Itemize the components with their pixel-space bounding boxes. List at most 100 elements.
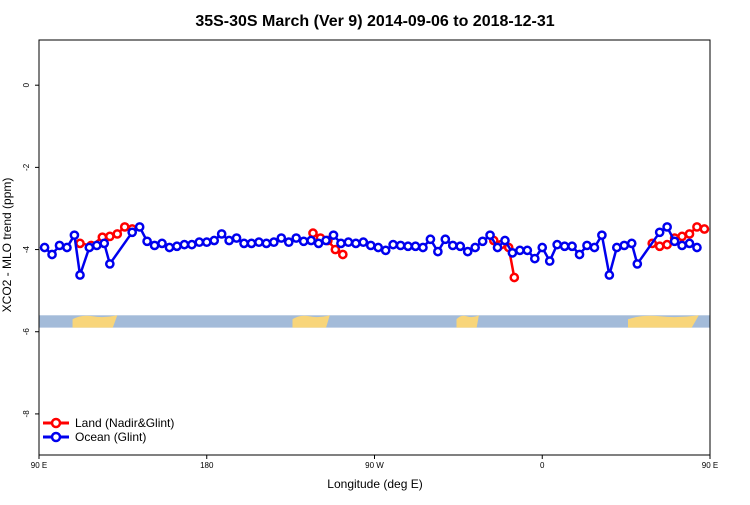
series-group [39, 222, 710, 283]
axes-group: 90 E 180 90 W 0 90 E 0 -2 -4 -6 -8 [22, 82, 718, 470]
legend-ocean-marker [50, 431, 62, 443]
ocean-strip [39, 315, 710, 328]
x-tick-label: 0 [540, 461, 545, 470]
data-point [321, 235, 331, 246]
data-point [261, 238, 272, 249]
legend-ocean-label: Ocean (Glint) [75, 430, 146, 444]
data-point [684, 238, 695, 249]
data-point [662, 239, 672, 250]
data-point [544, 256, 555, 266]
data-point [216, 229, 227, 239]
data-point [403, 241, 413, 252]
x-axis-label: Longitude (deg E) [327, 477, 422, 491]
data-point [358, 237, 369, 248]
data-point [157, 238, 167, 249]
data-point [552, 239, 563, 250]
data-point [380, 245, 391, 256]
data-point [492, 242, 503, 253]
data-point [589, 242, 600, 253]
x-tick-label: 90 E [31, 461, 47, 470]
data-point [440, 234, 451, 245]
data-point [39, 242, 50, 253]
data-point [425, 234, 436, 245]
land-ocean-strip [39, 315, 710, 328]
data-point [684, 229, 695, 239]
data-point [597, 230, 607, 241]
plot-frame [38, 39, 711, 456]
chart-title: 35S-30S March (Ver 9) 2014-09-06 to 2018… [195, 13, 554, 30]
data-point [537, 242, 548, 253]
data-point [447, 240, 458, 251]
data-point [611, 242, 622, 253]
legend: Land (Nadir&Glint) Ocean (Glint) [43, 416, 174, 444]
data-point [582, 240, 592, 251]
data-point [186, 239, 197, 250]
data-point [276, 233, 287, 243]
data-point [269, 237, 279, 248]
data-point [142, 236, 152, 247]
data-point [692, 242, 702, 253]
data-point [677, 231, 687, 242]
data-point [365, 240, 376, 251]
data-point [209, 235, 220, 246]
data-point [604, 270, 615, 280]
land-segment [292, 315, 330, 328]
data-point [164, 242, 175, 253]
data-point [337, 249, 348, 260]
data-point [224, 235, 234, 246]
data-point [75, 238, 85, 249]
data-point [291, 233, 302, 243]
data-point [201, 237, 212, 248]
data-point [515, 245, 525, 256]
land-segment [456, 315, 479, 328]
data-point [677, 240, 687, 251]
data-point [104, 231, 115, 242]
data-point [433, 246, 443, 257]
data-point [692, 222, 702, 232]
series-land [75, 222, 710, 283]
data-point [529, 253, 540, 264]
data-point [239, 238, 249, 249]
data-point [500, 235, 510, 246]
data-point [343, 237, 354, 248]
land-segment [72, 315, 118, 328]
data-point [231, 233, 242, 243]
data-point [669, 236, 680, 247]
data-point [127, 227, 138, 238]
data-point [470, 242, 480, 253]
data-point [626, 238, 637, 249]
data-point [134, 222, 145, 232]
legend-land-marker [50, 417, 62, 429]
x-tick-label: 90 E [702, 461, 718, 470]
data-point [283, 237, 294, 248]
data-point [254, 237, 264, 248]
y-tick-label: 0 [22, 82, 31, 87]
data-point [149, 240, 160, 251]
data-point [172, 241, 182, 252]
data-point [306, 235, 316, 246]
data-point [418, 242, 428, 253]
data-point [62, 242, 72, 253]
data-point [112, 229, 123, 239]
data-point [559, 241, 570, 252]
data-point [328, 230, 339, 241]
data-point [410, 241, 421, 252]
data-point [507, 247, 518, 258]
data-point [567, 241, 577, 252]
data-point [246, 238, 257, 249]
data-point [485, 230, 495, 241]
data-point [69, 230, 80, 241]
data-point [654, 241, 665, 252]
land-segment [627, 315, 699, 328]
series-ocean [39, 222, 702, 280]
data-point [477, 236, 488, 247]
data-point [308, 228, 318, 238]
data-point [373, 242, 384, 253]
data-point [522, 245, 533, 256]
x-tick-label: 180 [200, 461, 214, 470]
data-point [298, 236, 309, 247]
data-point [119, 222, 130, 232]
legend-land-label: Land (Nadir&Glint) [75, 416, 174, 430]
data-point [455, 241, 466, 252]
